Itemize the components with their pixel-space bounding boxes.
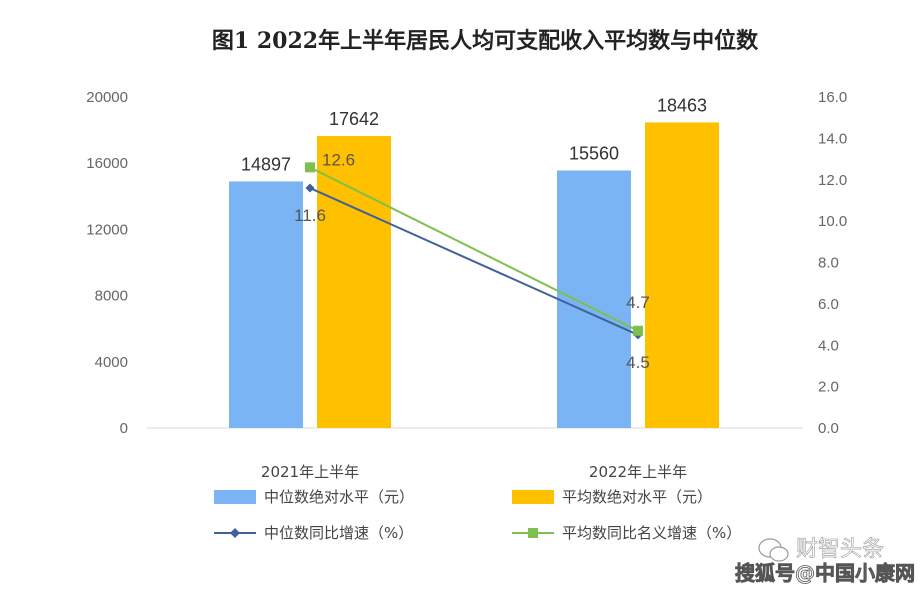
left-axis-tick-label: 0 [120,420,128,437]
watermark: 财智头条 搜狐号@中国小康网 [735,537,916,586]
line-data-label: 11.6 [294,206,326,225]
bar-data-label: 18463 [657,95,707,115]
bar-data-label: 14897 [241,154,291,174]
category-labels: 2021年上半年 2022年上半年 [261,463,687,481]
bar-data-label: 15560 [569,143,619,163]
legend-marker [230,528,240,538]
bar [645,122,719,428]
right-y-axis: 0.0 2.0 4.0 6.0 8.0 10.0 12.0 14.0 16.0 [818,89,847,437]
right-axis-tick-label: 6.0 [818,296,839,313]
left-axis-tick-label: 16000 [86,155,128,172]
line-point [305,183,315,193]
series-line [309,166,639,332]
bar [229,181,303,428]
left-axis-tick-label: 4000 [95,354,128,371]
legend-swatch [214,490,256,504]
right-axis-tick-label: 10.0 [818,213,847,230]
line-point [633,325,643,336]
bar [557,170,631,428]
category-label: 2021年上半年 [261,463,359,481]
left-y-axis: 0 4000 8000 12000 16000 20000 [86,89,128,437]
left-axis-tick-label: 8000 [95,288,128,305]
category-label: 2022年上半年 [589,463,687,481]
legend-swatch [512,490,554,504]
line-data-label: 4.5 [626,353,650,372]
chart-title: 图1 2022年上半年居民人均可支配收入平均数与中位数 [212,28,759,54]
series-line [309,187,639,336]
legend-marker [528,528,538,538]
bar [317,136,391,428]
legend-label: 中位数同比增速（%） [264,524,413,542]
legend-label: 平均数同比名义增速（%） [562,524,741,542]
legend-label: 平均数绝对水平（元） [562,488,712,506]
right-axis-tick-label: 4.0 [818,337,839,354]
legend: 中位数绝对水平（元） 平均数绝对水平（元） 中位数同比增速（%） 平均数同比名义增速（… [214,488,741,542]
watermark-secondary: 搜狐号@中国小康网 [735,561,915,585]
left-axis-tick-label: 20000 [86,89,128,106]
left-axis-tick-label: 12000 [86,221,128,238]
watermark-primary: 财智头条 [796,537,884,562]
right-axis-tick-label: 0.0 [818,420,839,437]
line-data-label: 12.6 [322,150,355,169]
legend-label: 中位数绝对水平（元） [264,488,414,506]
right-axis-tick-label: 16.0 [818,89,847,106]
right-axis-tick-label: 8.0 [818,255,839,272]
bar-series: 14897 15560 17642 18463 [229,95,719,428]
right-axis-tick-label: 14.0 [818,130,847,147]
bar-data-label: 17642 [329,109,379,129]
wechat-icon [758,538,789,562]
right-axis-tick-label: 2.0 [818,379,839,396]
line-series: 11.6 4.5 12.6 4.7 [294,150,650,372]
line-point [305,162,315,173]
line-data-label: 4.7 [626,293,650,312]
right-axis-tick-label: 12.0 [818,172,847,189]
